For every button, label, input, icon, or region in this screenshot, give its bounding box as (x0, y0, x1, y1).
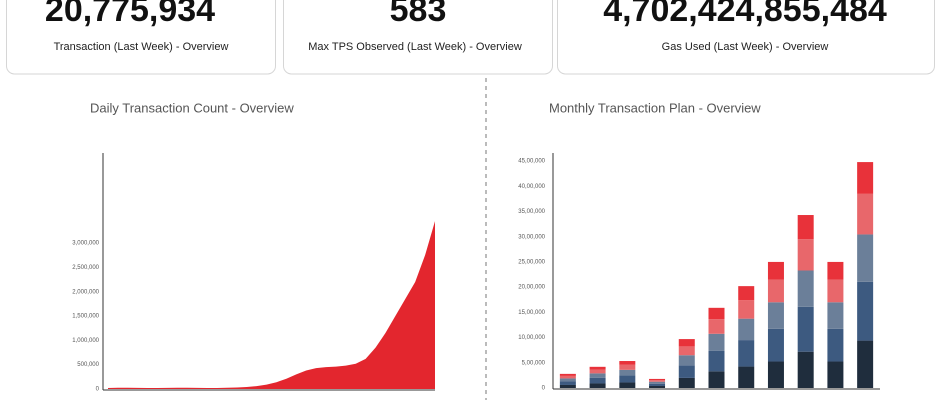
bar-segment (767, 279, 784, 303)
bar-segment (649, 378, 666, 381)
bar-segment (708, 333, 725, 351)
bar-segment (559, 384, 576, 388)
bar-segment (857, 340, 874, 388)
y-tick-label: 500,000 (77, 362, 99, 368)
bar-segment (738, 300, 755, 319)
bar-segment (619, 375, 636, 383)
y-tick-label: 2,000,000 (72, 289, 99, 295)
stat-card (6, 0, 276, 75)
bar-segment (738, 366, 755, 388)
y-tick-label: 40,00,000 (518, 184, 545, 190)
bar-segment (649, 380, 666, 382)
bar-segment (797, 306, 814, 352)
y-tick-label: 30,00,000 (518, 234, 545, 240)
chart-title: Monthly Transaction Plan - Overview (549, 100, 761, 115)
bar-segment (619, 382, 636, 388)
y-tick-label: 45,00,000 (518, 159, 545, 165)
y-tick-label: 25,00,000 (518, 260, 545, 266)
y-tick-label: 1,000,000 (72, 338, 99, 344)
bar-segment (559, 373, 576, 376)
stat-card (283, 0, 553, 75)
stat-label: Transaction (Last Week) - Overview (54, 41, 229, 53)
stat-label: Gas Used (Last Week) - Overview (662, 41, 829, 53)
bar-segment (857, 281, 874, 341)
area (108, 221, 435, 389)
bar-segment (708, 319, 725, 334)
y-tick-label: 35,00,000 (518, 209, 545, 215)
y-tick-label: 15,00,000 (518, 310, 545, 316)
y-tick-label: 20,00,000 (518, 285, 545, 291)
bar-segment (649, 385, 666, 388)
bar-segment (767, 261, 784, 280)
bar-segment (589, 366, 606, 370)
chart-title: Daily Transaction Count - Overview (90, 100, 294, 115)
bar-segment (678, 355, 695, 366)
bar-segment (708, 371, 725, 388)
bar-segment (589, 369, 606, 374)
bar-segment (678, 339, 695, 347)
bar-segment (678, 365, 695, 378)
y-tick-label: 3,000,000 (72, 241, 99, 247)
bar-segment (797, 239, 814, 271)
y-tick-label: 0 (96, 387, 100, 393)
stat-card (557, 0, 935, 75)
y-tick-label: 1,500,000 (72, 314, 99, 320)
bar-segment (797, 351, 814, 388)
bar-segment (589, 383, 606, 388)
y-tick-label: 0 (542, 386, 546, 392)
bar-segment (827, 328, 844, 362)
bar-segment (827, 279, 844, 303)
bar-segment (857, 234, 874, 282)
bar-segment (559, 375, 576, 379)
bar-segment (767, 361, 784, 388)
bar-segment (678, 346, 695, 356)
bar-segment (559, 381, 576, 385)
stat-value: 20,775,934 (45, 0, 215, 29)
bar-segment (827, 261, 844, 280)
stat-value: 583 (390, 0, 447, 29)
bar-segment (827, 361, 844, 388)
bar-segment (619, 369, 636, 376)
bar-segment (619, 364, 636, 370)
bar-segment (827, 302, 844, 329)
bar-segment (857, 193, 874, 235)
bar-segment (767, 328, 784, 362)
stat-label: Max TPS Observed (Last Week) - Overview (308, 41, 522, 53)
bar-segment (649, 383, 666, 386)
y-tick-label: 10,00,000 (518, 335, 545, 341)
bar-segment (559, 378, 576, 382)
bar-segment (857, 162, 874, 194)
bar-segment (708, 350, 725, 372)
bar-segment (589, 373, 606, 378)
y-tick-label: 5,00,000 (522, 360, 546, 366)
bar-segment (738, 286, 755, 301)
bar-segment (738, 340, 755, 367)
bar-segment (797, 270, 814, 307)
y-tick-label: 2,500,000 (72, 265, 99, 271)
bar-segment (767, 302, 784, 329)
bar-segment (797, 215, 814, 240)
bar-segment (708, 307, 725, 320)
bar-segment (649, 381, 666, 384)
bar-segment (619, 361, 636, 365)
stat-value: 4,702,424,855,484 (603, 0, 887, 29)
bar-segment (589, 377, 606, 384)
bar-segment (738, 318, 755, 341)
bar-segment (678, 377, 695, 388)
